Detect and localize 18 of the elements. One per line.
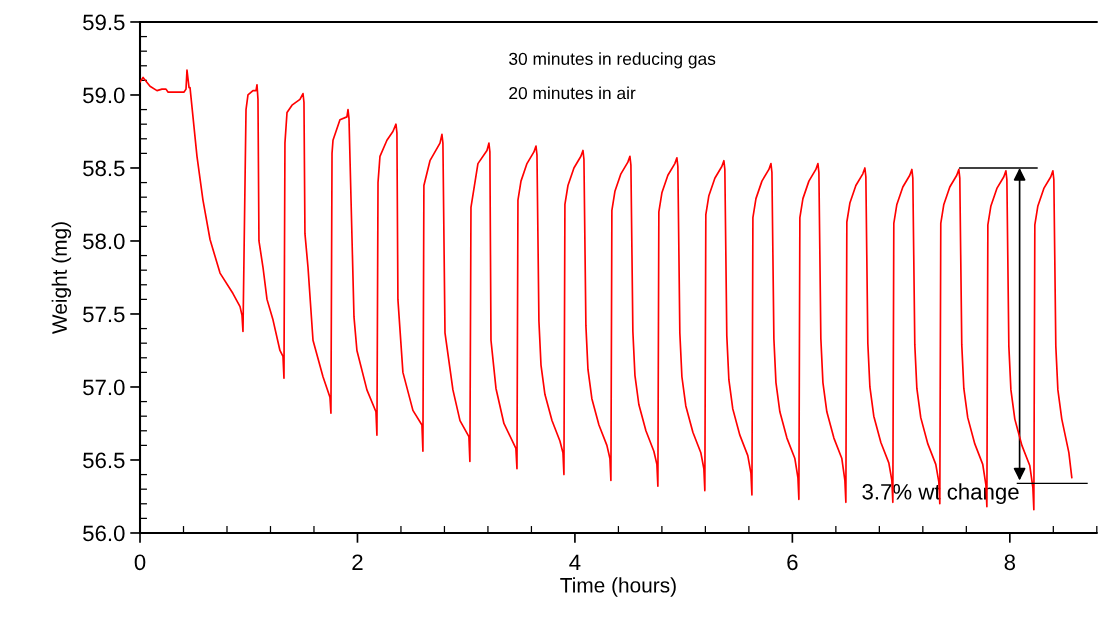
y-tick-label: 57.0 xyxy=(83,379,125,396)
line-series xyxy=(140,69,1073,511)
x-tick-label: 6 xyxy=(787,554,798,571)
y-tick-label: 56.0 xyxy=(83,525,125,542)
x-tick-label: 4 xyxy=(569,554,581,570)
x-tick-label: 2 xyxy=(352,554,363,570)
y-tick-label: 59.0 xyxy=(83,87,125,104)
y-tick-label: 58.0 xyxy=(83,233,125,250)
x-tick-label: 8 xyxy=(1004,554,1016,571)
y-tick-label: 58.5 xyxy=(83,160,125,177)
y-axis-title: Weight (mg) xyxy=(51,222,72,334)
annotation: 30 minutes in reducing gas xyxy=(509,52,716,69)
x-axis-title: Time (hours) xyxy=(560,577,676,597)
x-tick-label: 0 xyxy=(134,554,146,571)
y-tick-label: 59.5 xyxy=(83,14,125,31)
y-tick-label: 57.5 xyxy=(83,306,125,323)
y-tick-label: 56.5 xyxy=(83,452,125,469)
annotation: 20 minutes in air xyxy=(509,86,636,100)
